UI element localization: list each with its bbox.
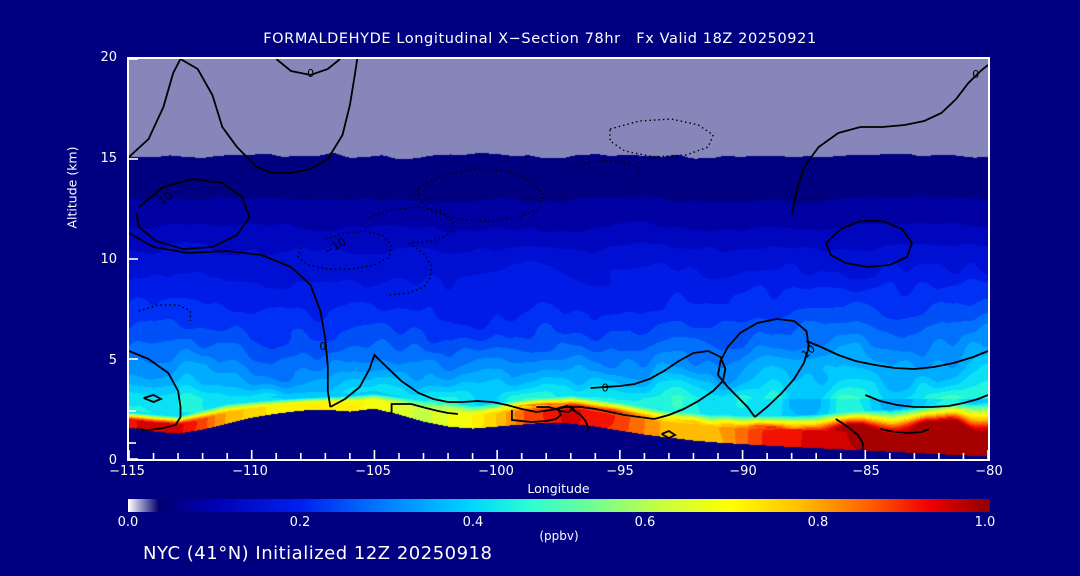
colorbar-tick-label: 0.8 — [807, 515, 829, 530]
x-tick-label: −105 — [355, 464, 391, 479]
x-tick-label: −115 — [109, 464, 145, 479]
x-tick-label: −90 — [729, 464, 757, 479]
x-tick-label: −95 — [606, 464, 634, 479]
colorbar-gradient — [128, 499, 990, 512]
colorbar-tick-label: 0.4 — [462, 515, 484, 530]
contour-line — [390, 403, 458, 415]
contour-line — [864, 394, 988, 408]
y-axis-label: Altitude (km) — [64, 146, 80, 229]
contour-line — [661, 429, 677, 440]
contour-line — [790, 64, 988, 216]
contour-line — [590, 350, 727, 420]
y-tick-label: 10 — [100, 252, 117, 267]
contour-line — [825, 220, 913, 268]
contour-line — [143, 394, 164, 403]
y-tick-label: 20 — [100, 50, 117, 65]
contour-line — [806, 340, 988, 370]
colorbar-units-label: (ppbv) — [539, 529, 579, 543]
colorbar-tick-label: 1.0 — [974, 515, 996, 530]
footer-caption: NYC (41°N) Initialized 12Z 20250918 — [143, 543, 493, 564]
colorbar — [128, 499, 990, 512]
y-tick-label: 0 — [108, 453, 117, 468]
contour-label: 0 — [307, 67, 314, 80]
colorbar-tick-label: 0.6 — [634, 515, 656, 530]
contour-line — [275, 59, 341, 76]
contour-line — [717, 318, 810, 418]
contour-line — [572, 409, 589, 432]
contour-line — [129, 59, 182, 158]
cross-section-plot: 0 10 0 0 10 0 −10 — [127, 57, 990, 461]
contour-line-negative — [417, 168, 545, 222]
contour-line — [717, 374, 756, 418]
x-tick-label: −100 — [478, 464, 514, 479]
contour-line — [135, 178, 251, 250]
colorbar-tick-label: 0.0 — [117, 515, 139, 530]
x-tick-label: −85 — [852, 464, 880, 479]
contour-label: 0 — [972, 68, 979, 81]
x-tick-label: −80 — [975, 464, 1003, 479]
contour-line-negative — [389, 242, 432, 296]
contour-line — [129, 232, 332, 408]
y-tick-label: 15 — [100, 151, 117, 166]
contour-line-negative — [138, 304, 192, 321]
contour-line — [511, 406, 563, 423]
colorbar-tick-label: 0.2 — [289, 515, 311, 530]
y-tick-label: 5 — [108, 353, 117, 368]
contour-label: 0 — [602, 382, 609, 395]
contour-line-negative — [570, 160, 641, 178]
contour-line-negative — [297, 230, 393, 270]
contour-line — [129, 350, 182, 431]
chart-title: FORMALDEHYDE Longitudinal X−Section 78hr… — [263, 31, 817, 47]
contour-line-negative — [609, 118, 714, 158]
x-axis-label: Longitude — [527, 481, 590, 496]
contour-line — [329, 353, 655, 420]
contour-line — [557, 405, 576, 413]
contour-line — [835, 418, 864, 450]
x-tick-label: −110 — [232, 464, 268, 479]
axis-ticks — [129, 59, 988, 459]
contour-label: 0 — [319, 340, 326, 353]
contour-line — [879, 428, 930, 434]
contour-line — [180, 59, 359, 174]
